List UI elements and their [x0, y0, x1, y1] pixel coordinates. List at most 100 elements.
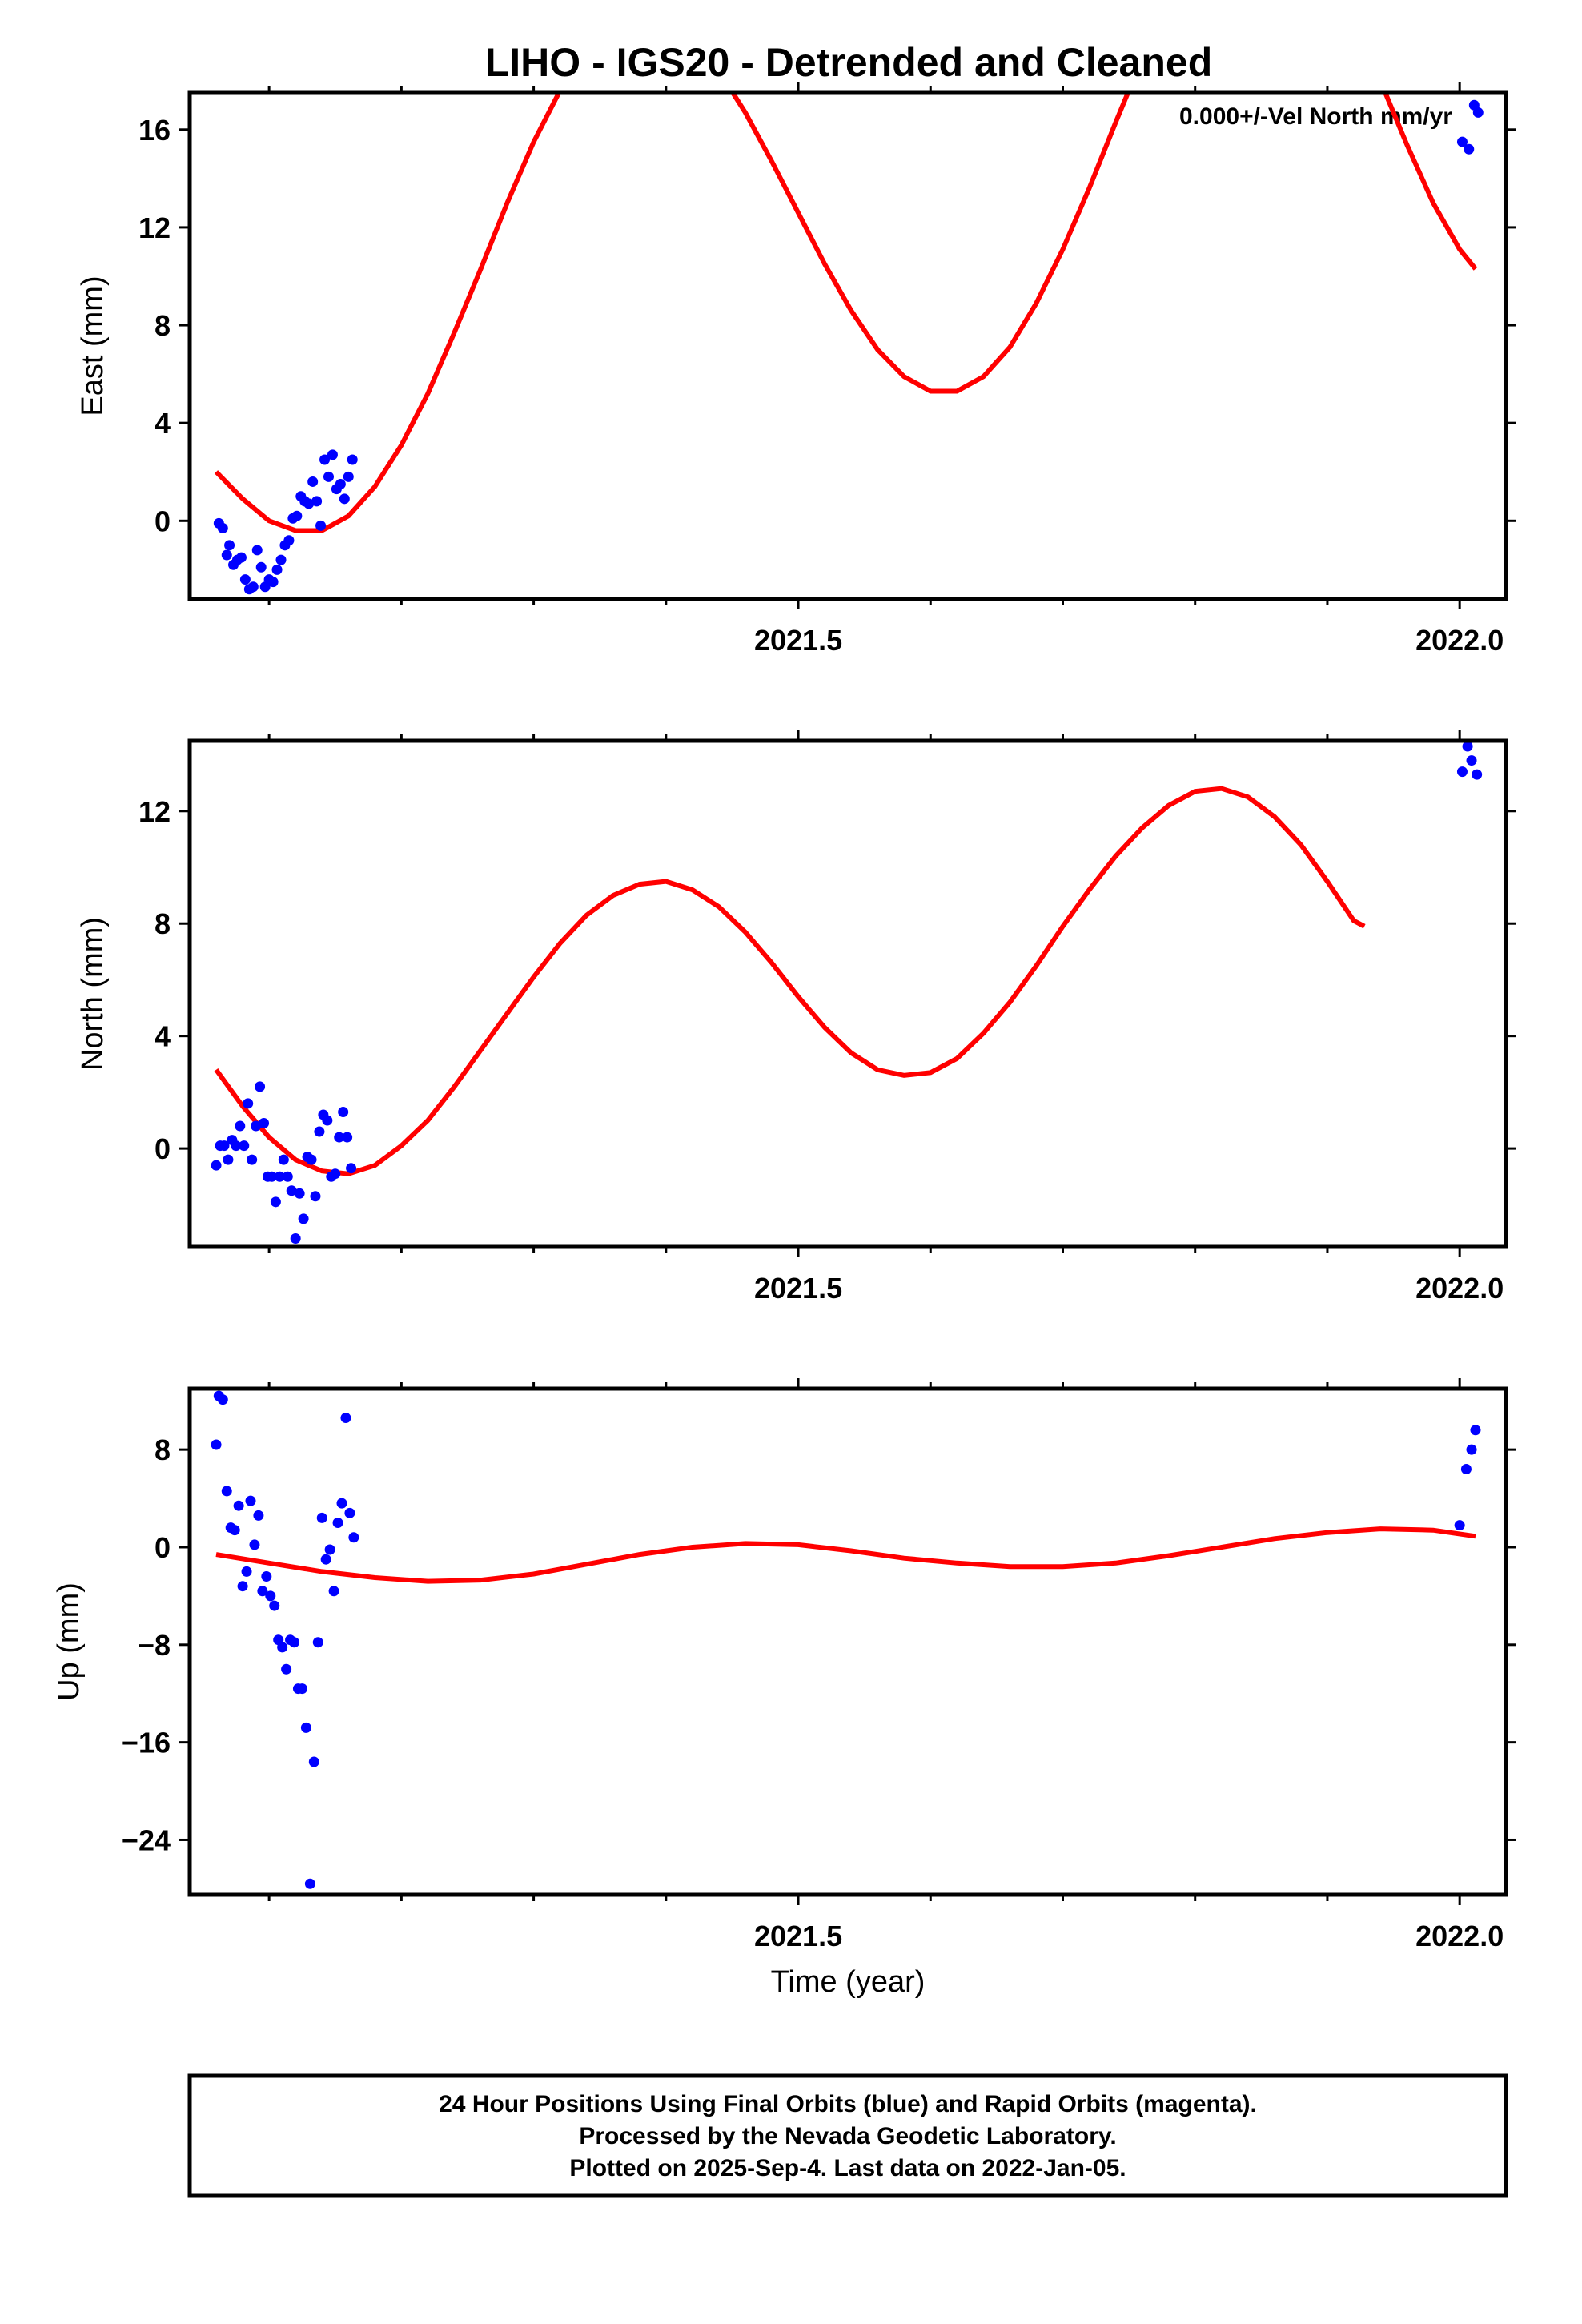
- north-data-point: [334, 1132, 345, 1143]
- east-data-point: [303, 498, 315, 509]
- east-data-point: [1456, 136, 1468, 147]
- up-ytick-label: −16: [122, 1727, 171, 1759]
- east-data-points: [213, 99, 1484, 595]
- east-data-point: [319, 454, 331, 465]
- east-data-point: [283, 535, 295, 546]
- east-data-point: [323, 471, 334, 482]
- up-data-point: [253, 1510, 264, 1521]
- up-xticks: 2021.5 2022.0: [267, 1378, 1504, 1952]
- north-data-point: [298, 1213, 309, 1224]
- north-xtick-label: 2021.5: [754, 1272, 842, 1305]
- up-data-point: [245, 1495, 256, 1506]
- north-data-point: [1462, 741, 1473, 752]
- up-data-point: [257, 1586, 268, 1597]
- legend-box: 24 Hour Positions Using Final Orbits (bl…: [187, 2073, 1508, 2198]
- up-ytick-label: −8: [138, 1629, 171, 1662]
- up-data-point: [336, 1498, 347, 1509]
- north-data-point: [282, 1171, 293, 1182]
- up-ytick-label: 8: [155, 1433, 171, 1466]
- north-data-point: [286, 1185, 297, 1196]
- north-model-curve: [214, 786, 1366, 1176]
- up-y-axis-label: Up (mm): [52, 1582, 86, 1701]
- north-frame: [187, 738, 1508, 1249]
- north-yticks: 0 4 8 12: [139, 795, 1516, 1165]
- up-data-point: [249, 1539, 260, 1550]
- up-frame: [187, 1386, 1508, 1897]
- up-data-point: [229, 1525, 240, 1536]
- north-xtick-label: 2022.0: [1415, 1272, 1504, 1305]
- up-data-point: [277, 1642, 288, 1653]
- north-data-point: [278, 1154, 289, 1165]
- east-y-axis-label: East (mm): [76, 275, 110, 416]
- east-data-point: [239, 574, 251, 585]
- east-data-point: [255, 561, 267, 573]
- up-data-point: [241, 1566, 252, 1577]
- up-data-point: [296, 1683, 307, 1695]
- up-data-point: [348, 1532, 359, 1543]
- east-data-point: [251, 545, 263, 556]
- legend-line-3: Plotted on 2025-Sep-4. Last data on 2022…: [569, 2155, 1126, 2181]
- east-yticks: 0 4 8 12 16: [139, 114, 1516, 537]
- east-data-point: [347, 454, 358, 465]
- east-data-point: [275, 554, 287, 565]
- up-data-point: [1460, 1464, 1472, 1475]
- north-xticks: 2021.5 2022.0: [267, 730, 1504, 1305]
- up-panel: −24 −16 −8 0 8 2021.5 2022.0 Up (mm) Time (ye…: [52, 1378, 1516, 1999]
- north-ytick-label: 4: [155, 1020, 171, 1053]
- east-data-point: [247, 581, 259, 593]
- north-ytick-label: 0: [155, 1132, 171, 1165]
- east-data-point: [311, 496, 323, 507]
- up-xtick-label: 2021.5: [754, 1920, 842, 1952]
- east-data-point: [267, 577, 279, 588]
- north-data-point: [330, 1168, 341, 1180]
- up-data-point: [300, 1722, 311, 1733]
- east-ytick-label: 0: [155, 505, 171, 537]
- north-data-point: [1456, 766, 1468, 778]
- east-data-point: [271, 564, 283, 575]
- east-frame: [187, 90, 1508, 601]
- north-panel: 0 4 8 12 2021.5 2022.0 North (mm): [76, 730, 1516, 1305]
- up-data-point: [328, 1586, 339, 1597]
- up-data-point: [211, 1439, 222, 1450]
- up-ytick-label: 0: [155, 1531, 171, 1564]
- legend-frame: [187, 2073, 1508, 2198]
- north-data-point: [290, 1232, 301, 1244]
- up-data-point: [289, 1637, 300, 1648]
- east-data-point: [1472, 107, 1484, 118]
- north-data-point: [274, 1171, 285, 1182]
- up-data-point: [340, 1413, 351, 1424]
- east-data-point: [335, 479, 346, 490]
- east-data-point: [339, 493, 350, 505]
- north-data-point: [223, 1154, 234, 1165]
- up-data-point: [308, 1756, 319, 1767]
- north-data-point: [310, 1191, 321, 1202]
- east-data-point: [327, 449, 338, 460]
- east-data-point: [343, 471, 354, 482]
- up-data-point: [332, 1518, 343, 1529]
- north-data-point: [338, 1106, 349, 1117]
- up-yticks: −24 −16 −8 0 8: [122, 1433, 1516, 1856]
- up-data-point: [281, 1663, 292, 1675]
- up-data-point: [1466, 1444, 1477, 1455]
- up-data-point: [261, 1571, 272, 1582]
- east-data-point: [217, 522, 228, 533]
- north-data-point: [1472, 769, 1483, 780]
- north-data-point: [247, 1154, 258, 1165]
- east-data-point: [224, 540, 235, 551]
- chart-title: LIHO - IGS20 - Detrended and Cleaned: [485, 40, 1213, 85]
- up-ytick-label: −24: [122, 1823, 171, 1856]
- up-data-point: [221, 1486, 232, 1497]
- up-data-point: [237, 1581, 248, 1592]
- east-data-point: [235, 552, 247, 563]
- up-xtick-label: 2022.0: [1415, 1920, 1504, 1952]
- up-data-point: [344, 1507, 355, 1518]
- up-data-point: [233, 1500, 244, 1511]
- legend-line-2: Processed by the Nevada Geodetic Laborat…: [579, 2123, 1116, 2149]
- north-data-point: [270, 1196, 281, 1208]
- north-data-point: [346, 1163, 357, 1174]
- north-data-point: [342, 1132, 353, 1143]
- north-data-point: [294, 1188, 305, 1199]
- up-model-curve: [215, 1526, 1476, 1584]
